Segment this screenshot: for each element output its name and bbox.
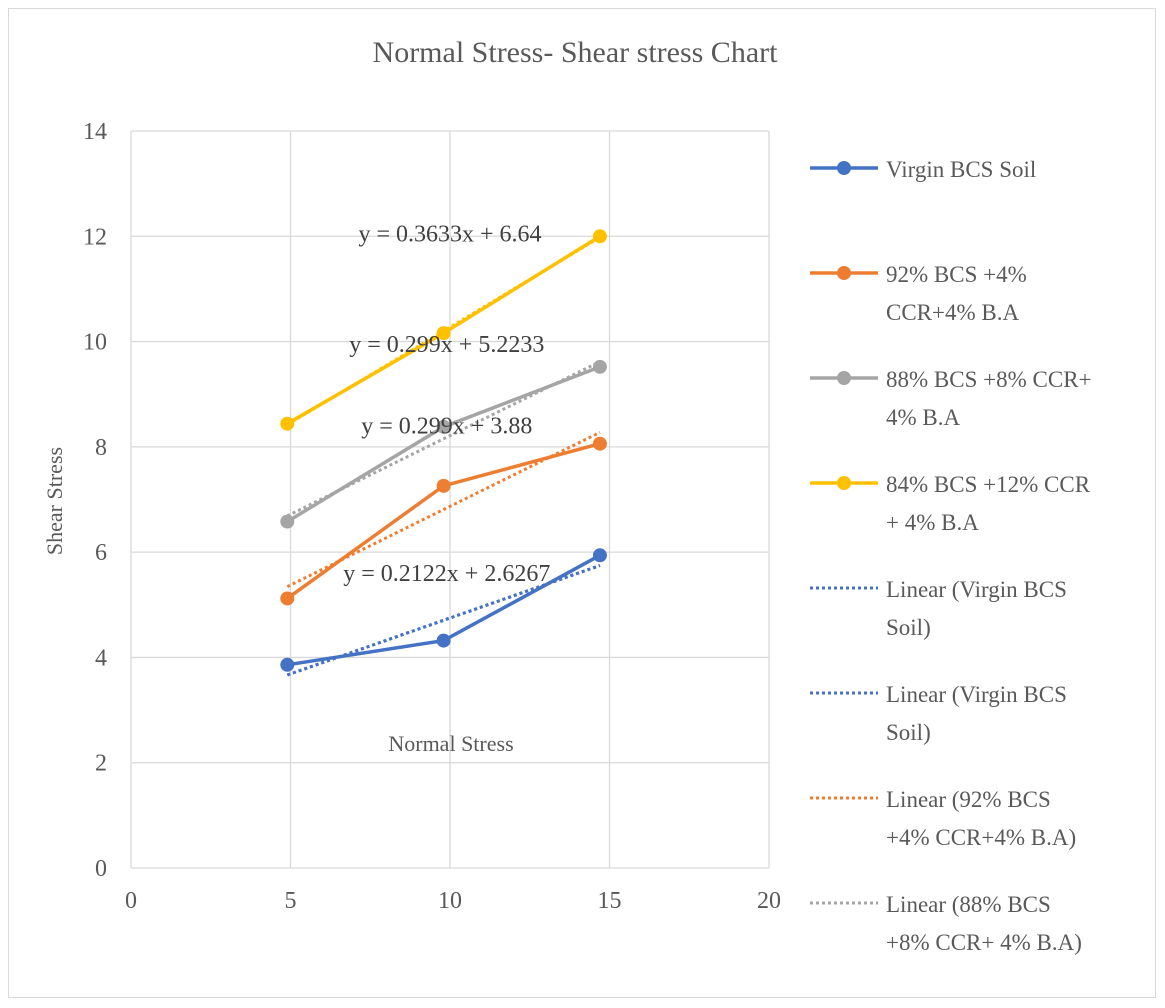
legend-label: 88% BCS +8% CCR+ bbox=[886, 367, 1092, 392]
y-tick-label: 8 bbox=[95, 435, 107, 461]
data-point bbox=[280, 514, 295, 529]
legend-swatch-marker bbox=[837, 266, 851, 280]
legend-label: Linear (88% BCS bbox=[886, 892, 1051, 917]
legend-swatch-marker bbox=[837, 476, 851, 490]
data-point bbox=[436, 419, 451, 434]
trendline-equation: y = 0.299x + 3.88 bbox=[361, 414, 532, 440]
legend-swatch-marker bbox=[837, 371, 851, 385]
legend-label: + 4% B.A bbox=[886, 510, 979, 535]
x-tick-label: 0 bbox=[125, 888, 137, 914]
trendline-equation: y = 0.3633x + 6.64 bbox=[358, 222, 541, 248]
y-axis-label: Shear Stress bbox=[42, 447, 67, 555]
data-point bbox=[280, 416, 295, 431]
trendline-equation: y = 0.299x + 5.2233 bbox=[349, 332, 544, 358]
y-tick-label: 4 bbox=[95, 645, 107, 671]
x-tick-label: 15 bbox=[598, 888, 622, 914]
legend-label: 84% BCS +12% CCR bbox=[886, 472, 1091, 497]
axes: 0 5 10 15 20 0 2 4 6 8 10 12 14 bbox=[83, 119, 781, 914]
legend-label: Linear (Virgin BCS bbox=[886, 682, 1067, 707]
trendline-equation: y = 0.2122x + 2.6267 bbox=[343, 561, 550, 587]
series-line bbox=[286, 365, 601, 524]
legend-label: CCR+4% B.A bbox=[886, 300, 1019, 325]
x-tick-label: 10 bbox=[438, 888, 462, 914]
legend-label: Linear (92% BCS bbox=[886, 787, 1051, 812]
x-tick-label: 20 bbox=[757, 888, 781, 914]
legend-label: 4% B.A bbox=[886, 405, 961, 430]
legend-label: Virgin BCS Soil bbox=[886, 157, 1036, 182]
data-point bbox=[436, 633, 451, 648]
data-point bbox=[436, 478, 451, 493]
x-axis-label: Normal Stress bbox=[388, 731, 513, 756]
legend-label: Linear (Virgin BCS bbox=[886, 577, 1067, 602]
y-tick-label: 6 bbox=[95, 540, 107, 566]
data-point bbox=[592, 359, 607, 374]
legend-label: +8% CCR+ 4% B.A) bbox=[886, 930, 1082, 955]
y-tick-label: 2 bbox=[95, 751, 107, 777]
y-tick-label: 14 bbox=[83, 119, 107, 145]
legend-label: +4% CCR+4% B.A) bbox=[886, 825, 1076, 850]
chart-title: Normal Stress- Shear stress Chart bbox=[373, 36, 779, 69]
gridlines bbox=[130, 130, 770, 869]
y-tick-label: 10 bbox=[83, 330, 107, 356]
trendline-equations: y = 0.3633x + 6.64 y = 0.299x + 5.2233 y =… bbox=[343, 222, 550, 588]
data-point bbox=[592, 436, 607, 451]
data-point bbox=[280, 591, 295, 606]
data-series bbox=[280, 229, 607, 672]
legend-label: Soil) bbox=[886, 615, 931, 640]
data-point bbox=[436, 326, 451, 341]
legend: Virgin BCS Soil 92% BCS +4% CCR+4% B.A 88% … bbox=[810, 157, 1092, 955]
data-point bbox=[592, 548, 607, 563]
chart-frame bbox=[8, 8, 1156, 998]
data-point bbox=[280, 657, 295, 672]
y-tick-label: 0 bbox=[95, 856, 107, 882]
x-tick-label: 5 bbox=[285, 888, 297, 914]
legend-label: 92% BCS +4% bbox=[886, 262, 1027, 287]
legend-swatch-marker bbox=[837, 161, 851, 175]
y-tick-label: 12 bbox=[83, 224, 107, 250]
data-point bbox=[592, 229, 607, 244]
legend-label: Soil) bbox=[886, 720, 931, 745]
